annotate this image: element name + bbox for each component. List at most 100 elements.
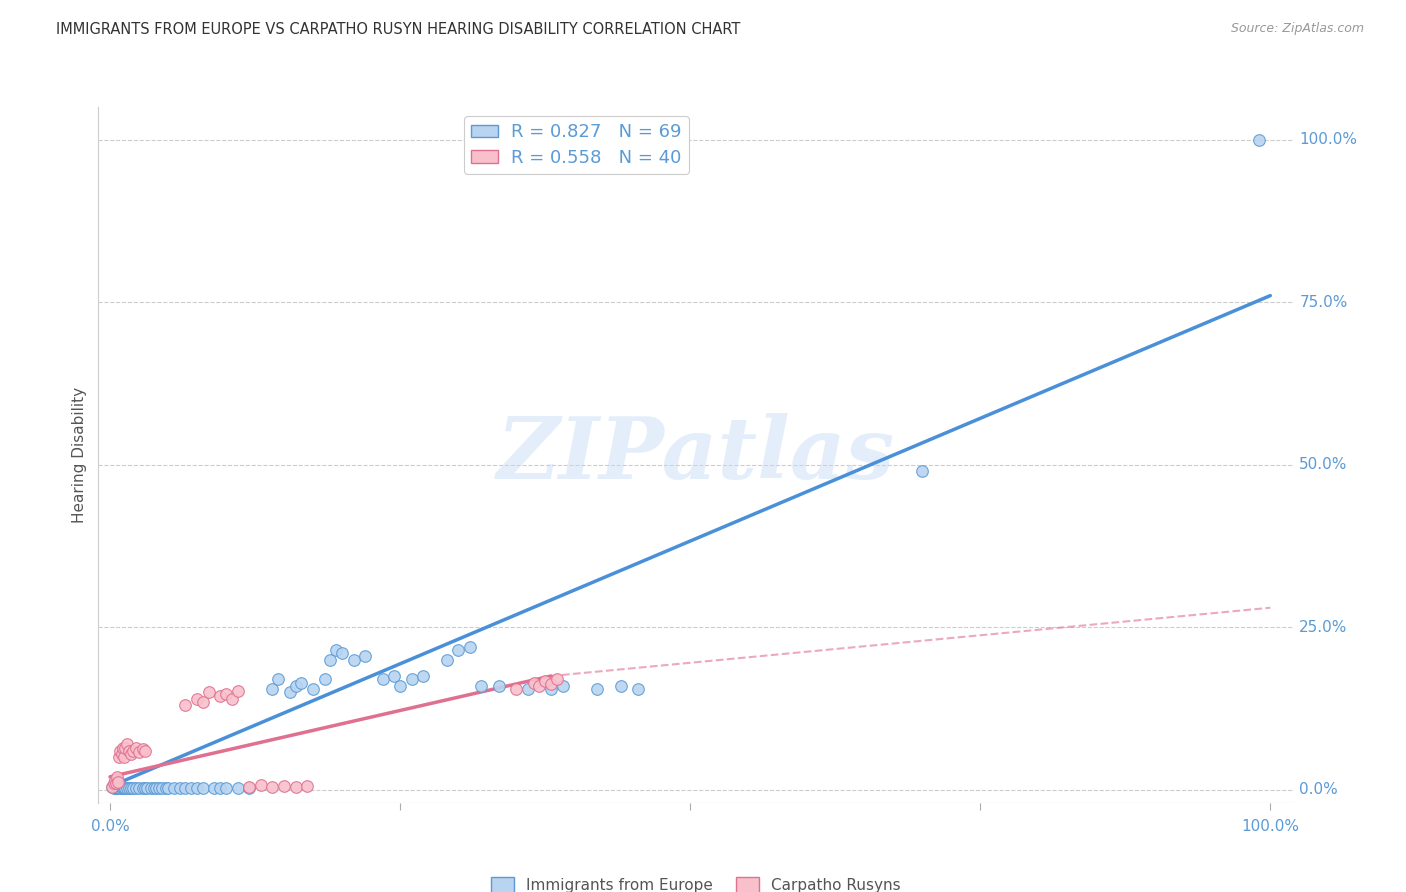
Point [112, 750, 135, 764]
Text: 100.0%: 100.0% [1241, 819, 1299, 834]
Point [145, 780, 167, 795]
Text: IMMIGRANTS FROM EUROPE VS CARPATHO RUSYN HEARING DISABILITY CORRELATION CHART: IMMIGRANTS FROM EUROPE VS CARPATHO RUSYN… [56, 22, 741, 37]
Point [516, 681, 538, 696]
Point [124, 740, 146, 755]
Point [107, 775, 129, 789]
Point [1247, 132, 1270, 146]
Point [191, 695, 214, 709]
Point [314, 672, 336, 686]
Point [105, 770, 128, 784]
Point [284, 780, 307, 794]
Point [586, 681, 609, 696]
Point [226, 684, 249, 698]
Point [180, 780, 202, 795]
Point [609, 679, 631, 693]
Point [209, 780, 232, 795]
Point [215, 780, 238, 795]
Point [238, 780, 260, 794]
Point [262, 780, 284, 794]
Point [111, 781, 134, 796]
Point [128, 780, 150, 795]
Point [319, 653, 342, 667]
Point [131, 741, 153, 756]
Point [174, 781, 197, 796]
Point [122, 744, 145, 758]
Point [627, 681, 650, 696]
Point [505, 681, 527, 696]
Point [104, 772, 127, 787]
Point [108, 750, 131, 764]
Point [107, 780, 129, 795]
Text: 50.0%: 50.0% [1299, 458, 1348, 472]
Point [436, 653, 458, 667]
Point [108, 781, 131, 796]
Point [111, 780, 134, 795]
Point [117, 744, 139, 758]
Point [112, 781, 135, 796]
Point [458, 640, 481, 654]
Point [325, 643, 347, 657]
Point [540, 681, 562, 696]
Point [447, 643, 470, 657]
Point [522, 675, 544, 690]
Point [267, 672, 290, 686]
Point [148, 781, 170, 796]
Point [120, 747, 142, 761]
Text: 25.0%: 25.0% [1299, 620, 1348, 635]
Point [197, 685, 219, 699]
Point [120, 781, 142, 796]
Point [104, 781, 127, 796]
Point [103, 776, 125, 790]
Point [105, 781, 128, 796]
Point [401, 672, 423, 686]
Text: 0.0%: 0.0% [90, 819, 129, 834]
Point [488, 679, 510, 693]
Point [110, 780, 132, 795]
Point [103, 780, 125, 795]
Point [290, 675, 312, 690]
Point [389, 679, 412, 693]
Point [131, 781, 153, 796]
Point [117, 780, 139, 795]
Point [284, 679, 307, 693]
Text: Source: ZipAtlas.com: Source: ZipAtlas.com [1230, 22, 1364, 36]
Text: 75.0%: 75.0% [1299, 294, 1348, 310]
Point [470, 679, 492, 693]
Point [111, 740, 134, 755]
Point [155, 781, 177, 796]
Text: 0.0%: 0.0% [1299, 782, 1339, 797]
Point [114, 780, 136, 795]
Point [209, 689, 232, 703]
Point [382, 669, 405, 683]
Point [371, 672, 394, 686]
Point [412, 669, 434, 683]
Point [110, 744, 132, 758]
Point [136, 781, 159, 796]
Point [143, 781, 166, 796]
Point [157, 780, 180, 795]
Point [111, 747, 134, 761]
Point [215, 687, 238, 701]
Point [354, 649, 377, 664]
Point [551, 679, 574, 693]
Point [911, 464, 934, 478]
Point [163, 781, 186, 796]
Point [150, 780, 173, 795]
Point [104, 776, 127, 790]
Point [104, 780, 127, 795]
Point [128, 745, 150, 759]
Point [238, 780, 260, 795]
Point [191, 780, 214, 795]
Point [546, 672, 568, 686]
Legend: Immigrants from Europe, Carpatho Rusyns: Immigrants from Europe, Carpatho Rusyns [485, 871, 907, 892]
Point [278, 685, 301, 699]
Point [330, 646, 353, 660]
Point [343, 653, 366, 667]
Point [174, 698, 197, 713]
Y-axis label: Hearing Disability: Hearing Disability [72, 387, 87, 523]
Point [101, 780, 124, 794]
Point [114, 740, 136, 755]
Point [262, 681, 284, 696]
Point [134, 744, 156, 758]
Text: ZIPatlas: ZIPatlas [496, 413, 896, 497]
